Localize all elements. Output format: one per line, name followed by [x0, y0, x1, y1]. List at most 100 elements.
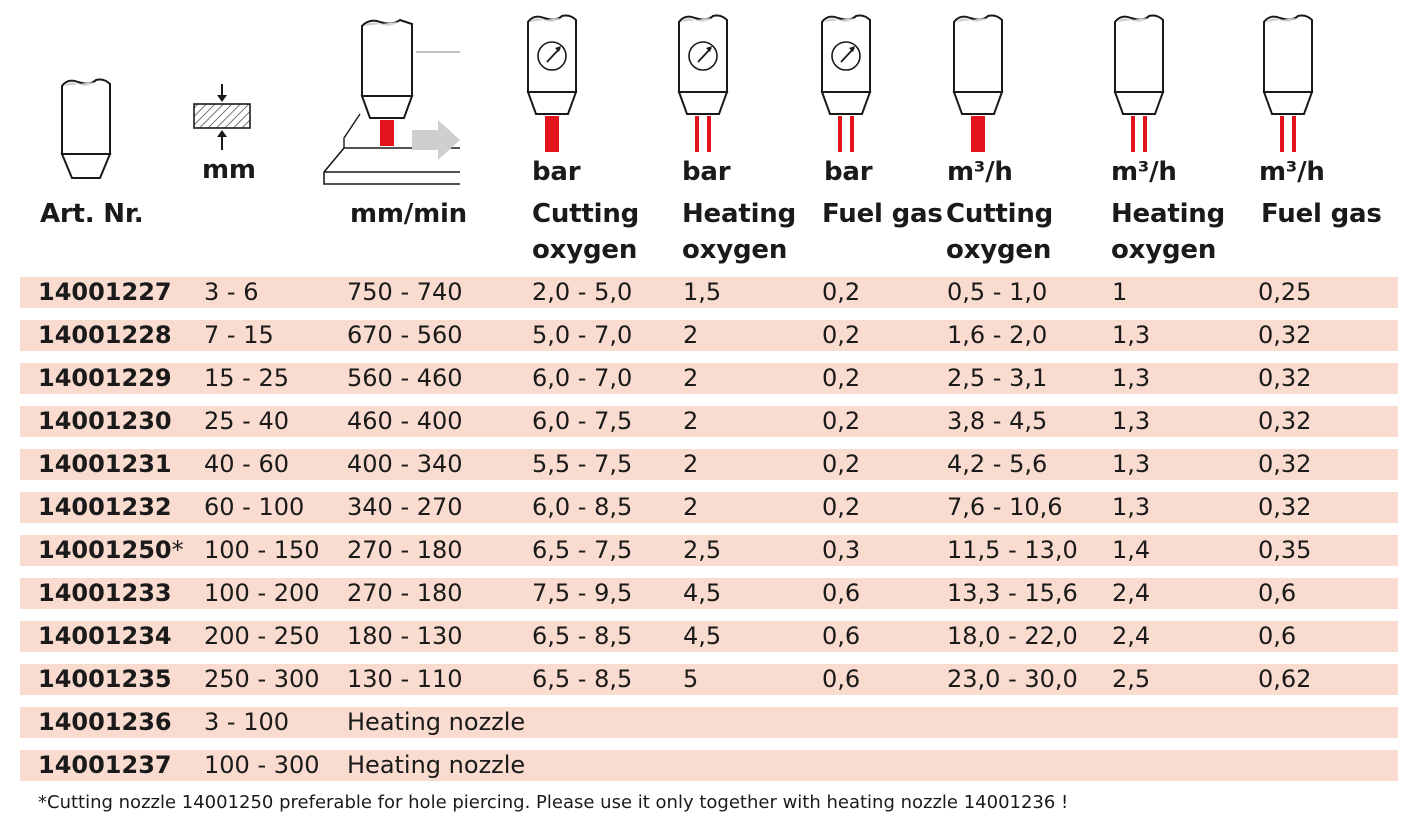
- cutting-oxygen-flow-cell: 4,2 - 5,6: [947, 450, 1048, 478]
- speed-cell: 130 - 110: [347, 665, 463, 693]
- footnote: *Cutting nozzle 14001250 preferable for …: [38, 792, 1069, 813]
- heating-oxygen-flow-icon: [1113, 14, 1165, 152]
- thickness-cell: 40 - 60: [204, 450, 289, 478]
- speed-cell: 400 - 340: [347, 450, 463, 478]
- art-nr-cell: 14001227: [38, 277, 172, 308]
- cutting-oxygen-pressure-cell: 6,5 - 8,5: [532, 665, 633, 693]
- art-nr-cell: 14001233: [38, 578, 172, 609]
- heating-oxygen-pressure-cell: 1,5: [683, 278, 722, 306]
- speed-cell: 460 - 400: [347, 407, 463, 435]
- speed-cell: 180 - 130: [347, 622, 463, 650]
- cutting-oxygen-pressure-unit: bar: [532, 157, 581, 187]
- art-nr-value: 14001236: [38, 708, 172, 736]
- art-nr-value: 14001250: [38, 536, 172, 564]
- cutting-oxygen-flow-cell: 2,5 - 3,1: [947, 364, 1048, 392]
- header-line-1: Heating: [682, 199, 797, 229]
- cutting-oxygen-flow-cell: 0,5 - 1,0: [947, 278, 1048, 306]
- fuel-gas-flow-cell: 0,6: [1258, 622, 1297, 650]
- heating-oxygen-pressure-cell: 2: [683, 321, 699, 349]
- heating-oxygen-flow-cell: 2,5: [1112, 665, 1151, 693]
- footnote-marker: *: [171, 536, 184, 564]
- art-nr-value: 14001231: [38, 450, 172, 478]
- fuel-gas-pressure-cell: 0,2: [822, 493, 861, 521]
- fuel-gas-pressure-cell: 0,2: [822, 450, 861, 478]
- header-line-2: oxygen: [1111, 235, 1217, 265]
- fuel-gas-pressure-cell: 0,2: [822, 321, 861, 349]
- heating-oxygen-pressure-unit: bar: [682, 157, 731, 187]
- cutting-oxygen-flow-cell: 13,3 - 15,6: [947, 579, 1078, 607]
- fuel-gas-pressure-cell: 0,6: [822, 665, 861, 693]
- thickness-cell: 25 - 40: [204, 407, 289, 435]
- cutting-oxygen-flow-cell: 7,6 - 10,6: [947, 493, 1063, 521]
- cutting-oxygen-pressure-cell: 6,5 - 8,5: [532, 622, 633, 650]
- art-nr-value: 14001233: [38, 579, 172, 607]
- header-line-1: Cutting: [532, 199, 640, 229]
- art-nr-cell: 14001237: [38, 750, 172, 781]
- cutting-oxygen-flow-cell: 11,5 - 13,0: [947, 536, 1078, 564]
- fuel-gas-flow-cell: 0,32: [1258, 364, 1312, 392]
- cutting-oxygen-flow-unit: m³/h: [947, 157, 1013, 187]
- cutting-oxygen-pressure-gauge-icon: [526, 14, 578, 152]
- heating-oxygen-pressure-cell: 2: [683, 493, 699, 521]
- cutting-oxygen-pressure-cell: 5,0 - 7,0: [532, 321, 633, 349]
- speed-cell: Heating nozzle: [347, 751, 526, 779]
- cutting-oxygen-flow-header: Cutting oxygen: [946, 196, 1053, 268]
- heating-oxygen-flow-cell: 1,3: [1112, 407, 1151, 435]
- fuel-gas-flow-cell: 0,32: [1258, 407, 1312, 435]
- thickness-cell: 7 - 15: [204, 321, 274, 349]
- cutting-oxygen-pressure-cell: 2,0 - 5,0: [532, 278, 633, 306]
- cutting-oxygen-flow-cell: 18,0 - 22,0: [947, 622, 1078, 650]
- thickness-cell: 100 - 150: [204, 536, 320, 564]
- heating-oxygen-pressure-cell: 2: [683, 407, 699, 435]
- art-nr-cell: 14001235: [38, 664, 172, 695]
- fuel-gas-flow-unit: m³/h: [1259, 157, 1325, 187]
- fuel-gas-flow-header: Fuel gas: [1261, 199, 1382, 229]
- art-nr-cell: 14001230: [38, 406, 172, 437]
- thickness-cell: 3 - 6: [204, 278, 259, 306]
- header-line-2: oxygen: [946, 235, 1052, 265]
- art-nr-cell: 14001234: [38, 621, 172, 652]
- heating-oxygen-pressure-cell: 4,5: [683, 579, 722, 607]
- thickness-cell: 250 - 300: [204, 665, 320, 693]
- cutting-speed-icon: [323, 18, 460, 185]
- art-nr-cell: 14001231: [38, 449, 172, 480]
- cutting-oxygen-flow-cell: 3,8 - 4,5: [947, 407, 1048, 435]
- thickness-cell: 15 - 25: [204, 364, 289, 392]
- art-nr-value: 14001227: [38, 278, 172, 306]
- fuel-gas-flow-icon: [1262, 14, 1314, 152]
- art-nr-value: 14001229: [38, 364, 172, 392]
- fuel-gas-pressure-cell: 0,2: [822, 278, 861, 306]
- heating-oxygen-flow-unit: m³/h: [1111, 157, 1177, 187]
- cutting-oxygen-pressure-cell: 5,5 - 7,5: [532, 450, 633, 478]
- table-row: 14001227 3 - 6 750 - 740 2,0 - 5,0 1,5 0,2 0,5…: [20, 277, 1398, 308]
- cutting-oxygen-pressure-cell: 7,5 - 9,5: [532, 579, 633, 607]
- table-row: 14001229 15 - 25 560 - 460 6,0 - 7,0 2 0,2 2,5…: [20, 363, 1398, 394]
- speed-cell: 270 - 180: [347, 579, 463, 607]
- art-nr-cell: 14001250*: [38, 535, 184, 566]
- heating-oxygen-flow-cell: 1: [1112, 278, 1128, 306]
- table-row: 14001232 60 - 100 340 - 270 6,0 - 8,5 2 0,2 7,…: [20, 492, 1398, 523]
- heating-oxygen-pressure-cell: 2,5: [683, 536, 722, 564]
- nozzle-icon: [60, 78, 112, 179]
- fuel-gas-flow-cell: 0,25: [1258, 278, 1312, 306]
- art-nr-value: 14001235: [38, 665, 172, 693]
- heating-oxygen-flow-cell: 2,4: [1112, 579, 1151, 607]
- art-nr-value: 14001234: [38, 622, 172, 650]
- heating-oxygen-pressure-cell: 2: [683, 364, 699, 392]
- fuel-gas-pressure-cell: 0,3: [822, 536, 861, 564]
- cutting-oxygen-pressure-cell: 6,5 - 7,5: [532, 536, 633, 564]
- heating-oxygen-flow-cell: 1,3: [1112, 450, 1151, 478]
- speed-header: mm/min: [350, 199, 467, 229]
- cutting-oxygen-flow-cell: 23,0 - 30,0: [947, 665, 1078, 693]
- table-row: 14001237 100 - 300 Heating nozzle: [20, 750, 1398, 781]
- heating-oxygen-flow-cell: 1,3: [1112, 321, 1151, 349]
- speed-cell: 670 - 560: [347, 321, 463, 349]
- table-row: 14001230 25 - 40 460 - 400 6,0 - 7,5 2 0,2 3,8…: [20, 406, 1398, 437]
- cutting-oxygen-pressure-cell: 6,0 - 7,0: [532, 364, 633, 392]
- speed-cell: 750 - 740: [347, 278, 463, 306]
- table-row: 14001236 3 - 100 Heating nozzle: [20, 707, 1398, 738]
- heating-oxygen-flow-cell: 1,3: [1112, 493, 1151, 521]
- cutting-oxygen-flow-cell: 1,6 - 2,0: [947, 321, 1048, 349]
- fuel-gas-pressure-cell: 0,6: [822, 622, 861, 650]
- fuel-gas-flow-cell: 0,32: [1258, 450, 1312, 478]
